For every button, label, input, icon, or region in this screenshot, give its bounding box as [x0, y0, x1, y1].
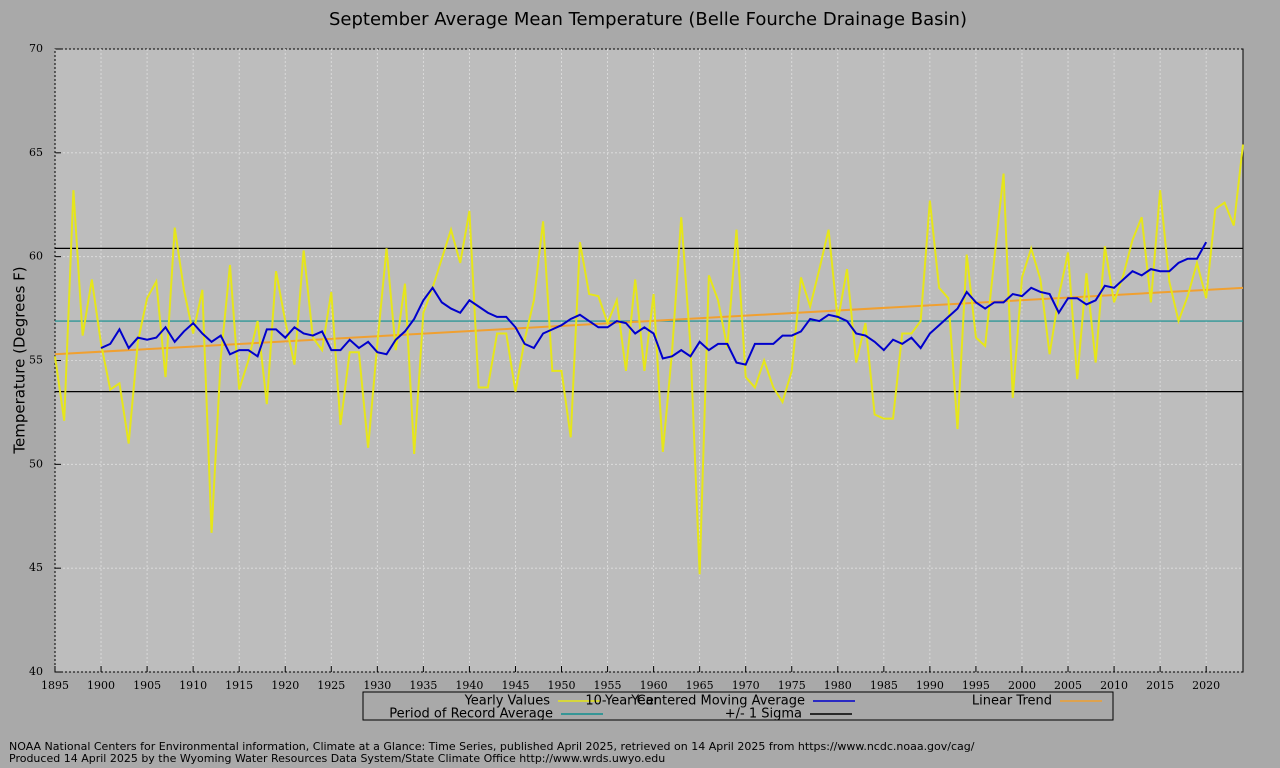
y-axis-label: Temperature (Degrees F) — [11, 266, 29, 454]
y-tick-label: 55 — [29, 354, 43, 367]
x-tick-label: 1980 — [824, 679, 852, 692]
x-tick-label: 1955 — [594, 679, 622, 692]
x-tick-label: 1930 — [363, 679, 391, 692]
legend-label: Linear Trend — [972, 694, 1052, 709]
x-tick-label: 2020 — [1192, 679, 1220, 692]
x-tick-label: 2005 — [1054, 679, 1082, 692]
x-tick-label: 1960 — [640, 679, 668, 692]
x-tick-label: 1975 — [778, 679, 806, 692]
x-tick-label: 1900 — [87, 679, 115, 692]
legend-box — [362, 691, 1114, 721]
x-tick-label: 1950 — [548, 679, 576, 692]
x-tick-label: 1895 — [41, 679, 69, 692]
footnote: NOAA National Centers for Environmental … — [9, 740, 975, 753]
x-tick-label: 2010 — [1100, 679, 1128, 692]
x-tick-label: 1995 — [962, 679, 990, 692]
x-tick-label: 1970 — [732, 679, 760, 692]
x-tick-label: 2015 — [1146, 679, 1174, 692]
x-tick-label: 1915 — [225, 679, 253, 692]
x-axis-label: Year — [630, 694, 659, 709]
y-tick-label: 40 — [29, 665, 43, 678]
chart-title: September Average Mean Temperature (Bell… — [329, 9, 967, 30]
y-tick-label: 65 — [29, 146, 43, 159]
y-tick-label: 50 — [29, 457, 43, 470]
footnote: Produced 14 April 2025 by the Wyoming Wa… — [9, 752, 665, 765]
x-tick-label: 1990 — [916, 679, 944, 692]
legend-label: Yearly Values — [464, 694, 551, 709]
x-tick-label: 1935 — [409, 679, 437, 692]
x-tick-label: 1910 — [179, 679, 207, 692]
x-tick-label: 1925 — [317, 679, 345, 692]
y-tick-label: 60 — [29, 250, 43, 263]
legend-label: +/- 1 Sigma — [725, 707, 802, 722]
y-tick-label: 70 — [29, 42, 43, 55]
x-tick-label: 1920 — [271, 679, 299, 692]
x-tick-label: 1945 — [501, 679, 529, 692]
legend-label: 10-Year Centered Moving Average — [585, 694, 805, 709]
x-tick-label: 1905 — [133, 679, 161, 692]
series-line — [54, 144, 1244, 575]
series-line — [100, 241, 1208, 366]
legend-label: Period of Record Average — [389, 707, 553, 722]
x-tick-label: 1965 — [686, 679, 714, 692]
x-tick-label: 1940 — [455, 679, 483, 692]
x-tick-label: 2000 — [1008, 679, 1036, 692]
x-tick-label: 1985 — [870, 679, 898, 692]
y-tick-label: 45 — [29, 561, 43, 574]
